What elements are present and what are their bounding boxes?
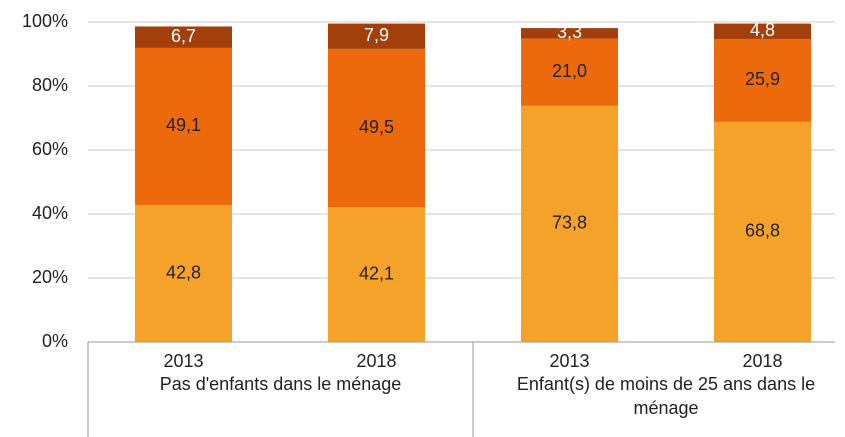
value-label: 6,7 [171, 26, 196, 46]
value-label: 73,8 [552, 213, 587, 233]
bar-segment [328, 48, 425, 208]
value-label: 42,1 [359, 263, 394, 283]
value-label: 25,9 [745, 69, 780, 89]
value-label: 42,8 [166, 262, 201, 282]
value-label: 3,3 [557, 22, 582, 42]
x-tick-label: 2018 [742, 351, 782, 371]
bar-segment [135, 26, 232, 48]
x-tick-label: 2018 [356, 351, 396, 371]
bar-segment [328, 207, 425, 342]
value-label: 7,9 [364, 25, 389, 45]
bar-segment [135, 47, 232, 206]
bar-segment [714, 121, 811, 342]
bar-segment [521, 105, 618, 342]
value-label: 49,5 [359, 117, 394, 137]
value-label: 68,8 [745, 221, 780, 241]
bar-segment [714, 38, 811, 122]
value-label: 21,0 [552, 61, 587, 81]
group-label: Pas d'enfants dans le ménage [159, 374, 402, 394]
value-label: 4,8 [750, 20, 775, 40]
y-tick-label: 40% [32, 203, 68, 223]
x-tick-label: 2013 [163, 351, 203, 371]
bar-segment [135, 205, 232, 342]
bar-segment [714, 23, 811, 39]
bar-segment [328, 23, 425, 49]
x-tick-label: 2013 [549, 351, 589, 371]
group-label: Enfant(s) de moins de 25 ans dans le mén… [516, 374, 816, 418]
bar-segment [521, 38, 618, 106]
y-tick-label: 80% [32, 75, 68, 95]
y-tick-label: 60% [32, 139, 68, 159]
bar-segment [521, 28, 618, 39]
y-tick-label: 20% [32, 267, 68, 287]
y-tick-label: 0% [42, 331, 68, 351]
value-label: 49,1 [166, 115, 201, 135]
y-tick-label: 100% [22, 11, 68, 31]
